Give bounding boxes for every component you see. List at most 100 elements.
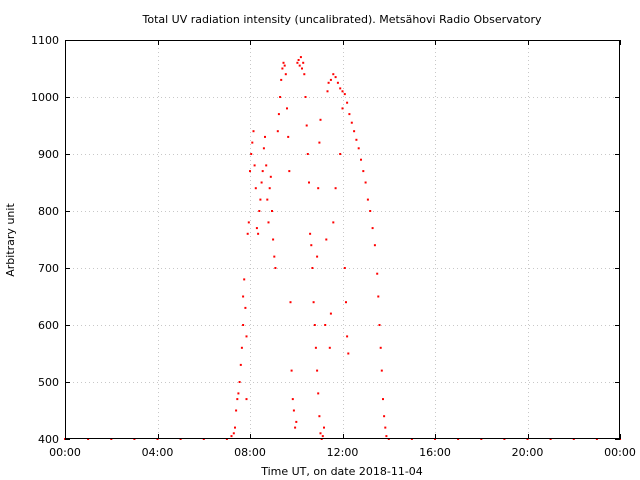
y-tick-label: 1000 [31, 91, 59, 104]
data-point [339, 87, 342, 90]
data-point [239, 363, 242, 366]
data-point [261, 170, 264, 173]
data-point [319, 118, 322, 121]
data-point [378, 324, 381, 326]
data-point [353, 130, 356, 133]
x-axis-label: Time UT, on date 2018-11-04 [260, 465, 423, 478]
data-point [279, 96, 282, 98]
data-point [251, 141, 254, 144]
data-point [304, 96, 307, 98]
data-point [306, 153, 309, 155]
data-point [385, 435, 388, 438]
data-point [269, 175, 272, 178]
data-point [377, 295, 380, 298]
data-point [323, 426, 325, 429]
data-point [267, 221, 270, 224]
data-point [366, 198, 369, 201]
data-point [317, 392, 320, 395]
data-point [236, 398, 239, 401]
x-tick-label: 04:00 [142, 446, 174, 459]
data-point [272, 238, 275, 241]
data-point [232, 432, 235, 435]
data-point [373, 244, 376, 247]
data-point [259, 198, 262, 201]
x-tick-label: 00:00 [604, 446, 636, 459]
data-point [255, 227, 258, 230]
data-point [284, 73, 287, 76]
data-point [327, 81, 330, 84]
data-point [318, 415, 321, 418]
data-point [287, 135, 290, 138]
data-point [346, 101, 349, 104]
data-point [273, 255, 276, 258]
data-point [341, 107, 344, 110]
y-tick-label: 500 [38, 376, 59, 389]
data-point [301, 67, 303, 70]
x-tick-label: 20:00 [512, 446, 544, 459]
data-point [254, 187, 257, 190]
grid-lines [65, 40, 620, 439]
data-point [321, 435, 324, 438]
data-point [247, 221, 250, 224]
data-point [318, 141, 321, 144]
data-point [266, 198, 269, 201]
data-point [319, 432, 322, 435]
y-tick-label: 1100 [31, 34, 59, 47]
data-point [336, 81, 339, 84]
x-tick-label: 12:00 [327, 446, 359, 459]
data-point [311, 267, 314, 269]
data-point [350, 121, 353, 124]
data-point [271, 210, 273, 212]
data-point [332, 221, 335, 224]
data-point [316, 255, 319, 258]
data-point [242, 295, 245, 298]
data-point [230, 435, 233, 438]
data-point [348, 113, 351, 116]
data-point [310, 244, 313, 247]
data-point [237, 392, 240, 395]
y-axis-label: Arbitrary unit [4, 203, 17, 277]
y-tick-label: 900 [38, 148, 59, 161]
data-point [309, 232, 312, 235]
data-point [376, 272, 379, 275]
data-point [294, 426, 297, 429]
data-point [249, 170, 251, 173]
data-point [308, 181, 310, 184]
data-point [325, 238, 328, 241]
data-point [283, 64, 286, 67]
data-point [371, 227, 374, 230]
data-point [288, 170, 291, 173]
data-point [246, 232, 249, 235]
data-point [240, 346, 243, 349]
data-point [312, 301, 315, 304]
data-point [346, 335, 349, 338]
data-point [264, 135, 266, 138]
data-point [332, 73, 335, 76]
y-tick-label: 600 [38, 319, 59, 332]
data-point [383, 415, 386, 418]
data-point [277, 113, 280, 116]
data-point [245, 335, 248, 338]
data-point [347, 352, 350, 355]
data-point [302, 61, 305, 64]
data-point [242, 324, 245, 326]
data-point [262, 147, 265, 150]
data-point [258, 210, 261, 212]
data-point [257, 232, 260, 235]
data-point [379, 346, 382, 349]
data-point [296, 61, 299, 64]
data-point [314, 346, 317, 349]
data-point [380, 369, 383, 372]
data-point [297, 59, 300, 61]
data-point [317, 187, 320, 190]
data-point [286, 107, 288, 110]
y-tick-label: 700 [38, 262, 59, 275]
data-point [334, 76, 337, 79]
data-point [360, 158, 362, 161]
data-point [303, 73, 306, 76]
data-point [369, 210, 372, 212]
data-point [268, 187, 271, 190]
data-point [362, 170, 365, 173]
data-point [345, 301, 347, 304]
